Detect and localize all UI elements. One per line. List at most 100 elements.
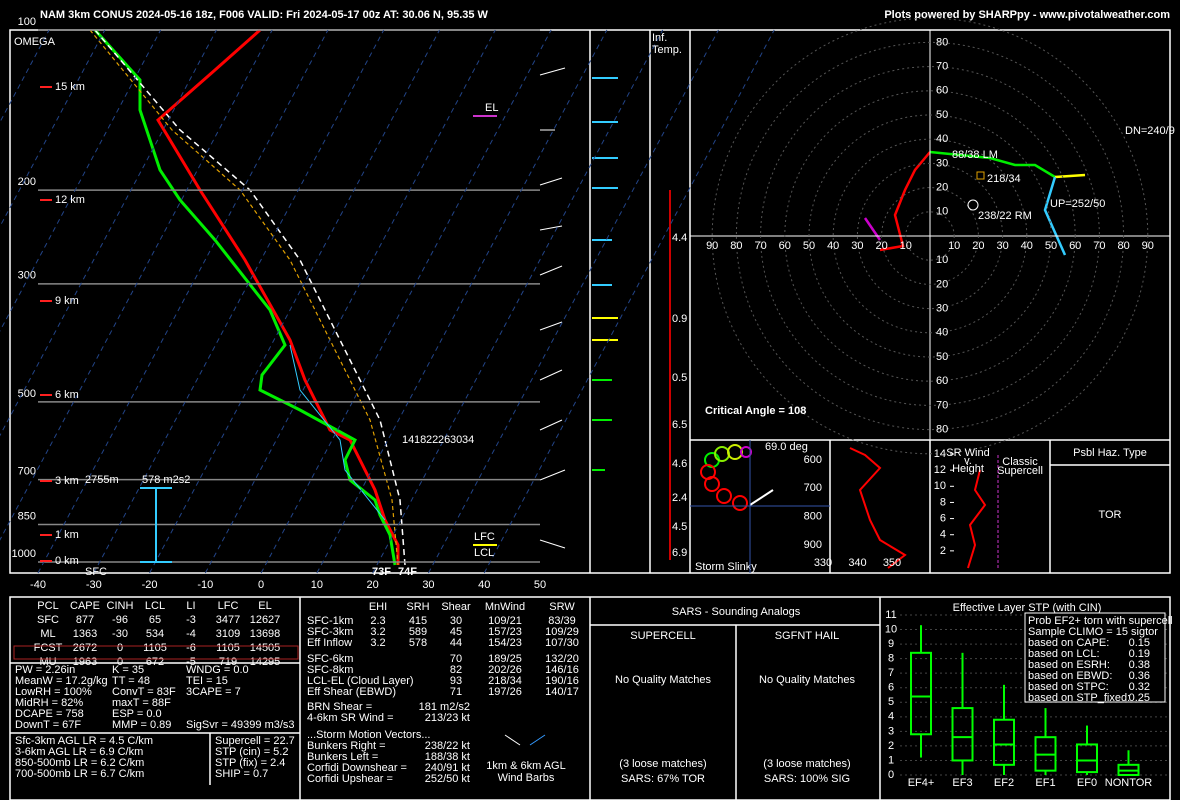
isotherm [37,29,329,574]
pressure-label: 300 [18,270,36,282]
hodo-tick: 40 [936,327,948,339]
mixing-ratio-label: 22 [426,434,438,446]
hodo-tick: 60 [936,375,948,387]
theta-pressure: 800 [804,511,822,523]
parcel-cell: 1105 [143,642,167,654]
up-vector: UP=252/50 [1050,198,1105,210]
stp-ytick: 9 [888,638,894,650]
hodo-tick: 50 [1045,240,1057,252]
inf-temp-value: 6.5 [672,419,687,431]
stp-legend-box [1024,612,1166,703]
hodo-tick: 60 [779,240,791,252]
kin-cell: 197/26 [488,686,522,698]
mixing-ratio-label: 30 [450,434,462,446]
lapse-rate: 850-500mb LR = 6.2 C/km [15,757,144,769]
hodo-tick: 80 [936,36,948,48]
stp-box [951,707,974,762]
stp-legend-label: based on STPC: [1028,681,1109,693]
parcel-header: LCL [145,600,165,612]
hodo-tick: 70 [1093,240,1105,252]
inf-temp-title: Inf. [652,32,667,44]
panel-frames [9,29,1171,800]
inf-temp-value: 4.6 [672,458,687,470]
eff-inflow-top: 2755m [85,474,119,486]
inf-temp-value: 2.4 [672,492,687,504]
sfc-temp: 74F [398,566,417,578]
kin-cell: 82 [450,664,462,676]
profile-traces [89,28,406,566]
omega-label: OMEGA [14,36,56,48]
stp-ytick: 8 [888,653,894,665]
inf-temp-value: 4.4 [672,232,687,244]
stp-legend-title: Prob EF2+ torn with supercell [1028,615,1173,627]
hodo-tick: 70 [936,399,948,411]
kin-cell: 132/20 [545,653,579,665]
parcel-cell: -5 [186,656,196,668]
parcel-header: PCL [37,600,58,612]
height-label: 3 km [55,475,79,487]
parcel-cell: 14295 [250,656,281,668]
theta-pressure: 600 [804,454,822,466]
stp-title: Effective Layer STP (with CIN) [953,602,1102,614]
stp-ytick: 1 [888,754,894,766]
dn-vector: DN=240/9 [1125,125,1175,137]
sars-loose: (3 loose matches) [619,758,706,770]
mu-row-box [13,645,299,660]
index: MeanW = 17.2g/kg [15,675,108,687]
kin-label: LCL-EL (Cloud Layer) [307,675,414,687]
stp-ytick: 5 [888,696,894,708]
sfc-label: SFC [85,566,107,578]
mixing-ratio-label: 34 [462,434,474,446]
stp-legend-value: 0.32 [1129,681,1150,693]
stp-box [1076,743,1098,774]
mixing-ratio-label: 18 [414,434,426,446]
parcel-cell: 0 [117,642,123,654]
index: DCAPE = 758 [15,708,84,720]
parcel-cell: ML [40,628,55,640]
rm-mark [967,199,979,211]
temp-label: 20 [367,579,379,591]
hodo-ring [856,162,1004,310]
stp-legend-value: 0.25 [1129,692,1150,704]
height-label: 6 km [55,389,79,401]
kin-cell: 30 [450,615,462,627]
hodo-tick: 50 [936,109,948,121]
height-label: 12 km [55,194,85,206]
kin-cell: 190/16 [545,675,579,687]
eff-srh: 578 m2s2 [142,474,190,486]
temp-label: 30 [422,579,434,591]
height-label: 1 km [55,529,79,541]
kin-cell: 202/26 [488,664,522,676]
credit: Plots powered by SHARPpy - www.pivotalwe… [884,9,1170,21]
isotherm [93,29,385,574]
index: ESP = 0.0 [112,708,162,720]
hodo-tick: 90 [1142,240,1154,252]
mean-wind-mark [976,171,985,180]
barb-caption: Wind Barbs [498,772,555,784]
index: SigSvr = 49399 m3/s3 [186,719,295,731]
hazard-type: TOR [1098,509,1121,521]
kin-label: Eff Inflow [307,637,352,649]
hodo-ring [760,66,1100,406]
barb-caption: 1km & 6km AGL [486,760,565,772]
left-mover: 88/38 LM [952,149,998,161]
kin-cell: 45 [450,626,462,638]
hodo-tick: 60 [1069,240,1081,252]
kin-cell: 189/25 [488,653,522,665]
isotherm [260,29,552,574]
height-label: 0 km [55,555,79,567]
hodo-tick: 50 [936,351,948,363]
index: 3CAPE = 7 [186,686,241,698]
kin-cell: 140/17 [545,686,579,698]
hodo-tick: 30 [936,157,948,169]
index: K = 35 [112,664,144,676]
hodo-tick: 10 [948,240,960,252]
stp-category: EF0 [1077,777,1097,789]
isotherm [483,29,775,574]
el-label: EL [485,102,498,114]
stp-legend-value: 0.38 [1129,659,1150,671]
stp-ytick: 7 [888,667,894,679]
stp-category: EF2 [994,777,1014,789]
sars-prob: SARS: 67% TOR [621,773,705,785]
stp-category: EF4+ [908,777,935,789]
